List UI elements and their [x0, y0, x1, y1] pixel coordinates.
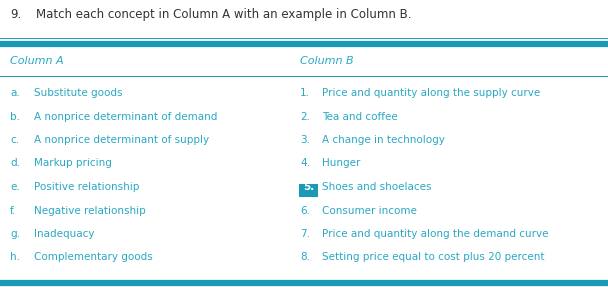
- Text: A change in technology: A change in technology: [322, 135, 445, 145]
- Text: Inadequacy: Inadequacy: [34, 229, 94, 239]
- Text: Hunger: Hunger: [322, 158, 361, 168]
- Text: Substitute goods: Substitute goods: [34, 88, 122, 98]
- Text: 6.: 6.: [300, 205, 310, 216]
- Text: e.: e.: [10, 182, 19, 192]
- Text: Setting price equal to cost plus 20 percent: Setting price equal to cost plus 20 perc…: [322, 253, 545, 262]
- Text: A nonprice determinant of supply: A nonprice determinant of supply: [34, 135, 209, 145]
- Text: Column B: Column B: [300, 56, 354, 66]
- FancyBboxPatch shape: [299, 184, 317, 197]
- Text: Match each concept in Column A with an example in Column B.: Match each concept in Column A with an e…: [36, 8, 412, 21]
- Text: A nonprice determinant of demand: A nonprice determinant of demand: [34, 112, 218, 121]
- Text: a.: a.: [10, 88, 19, 98]
- Text: Tea and coffee: Tea and coffee: [322, 112, 398, 121]
- Text: Consumer income: Consumer income: [322, 205, 417, 216]
- Text: b.: b.: [10, 112, 20, 121]
- Text: h.: h.: [10, 253, 20, 262]
- Text: 5.: 5.: [303, 182, 314, 192]
- Text: 1.: 1.: [300, 88, 310, 98]
- Text: 8.: 8.: [300, 253, 310, 262]
- Text: f.: f.: [10, 205, 16, 216]
- Text: 7.: 7.: [300, 229, 310, 239]
- Text: Column A: Column A: [10, 56, 64, 66]
- Text: Shoes and shoelaces: Shoes and shoelaces: [322, 182, 432, 192]
- Text: 2.: 2.: [300, 112, 310, 121]
- Text: d.: d.: [10, 158, 20, 168]
- Text: Price and quantity along the supply curve: Price and quantity along the supply curv…: [322, 88, 541, 98]
- Text: 4.: 4.: [300, 158, 310, 168]
- Text: g.: g.: [10, 229, 20, 239]
- Text: c.: c.: [10, 135, 19, 145]
- Text: 3.: 3.: [300, 135, 310, 145]
- Text: Negative relationship: Negative relationship: [34, 205, 146, 216]
- Text: Positive relationship: Positive relationship: [34, 182, 139, 192]
- Text: Complementary goods: Complementary goods: [34, 253, 153, 262]
- Text: 9.: 9.: [10, 8, 21, 21]
- Text: Markup pricing: Markup pricing: [34, 158, 112, 168]
- Text: Price and quantity along the demand curve: Price and quantity along the demand curv…: [322, 229, 548, 239]
